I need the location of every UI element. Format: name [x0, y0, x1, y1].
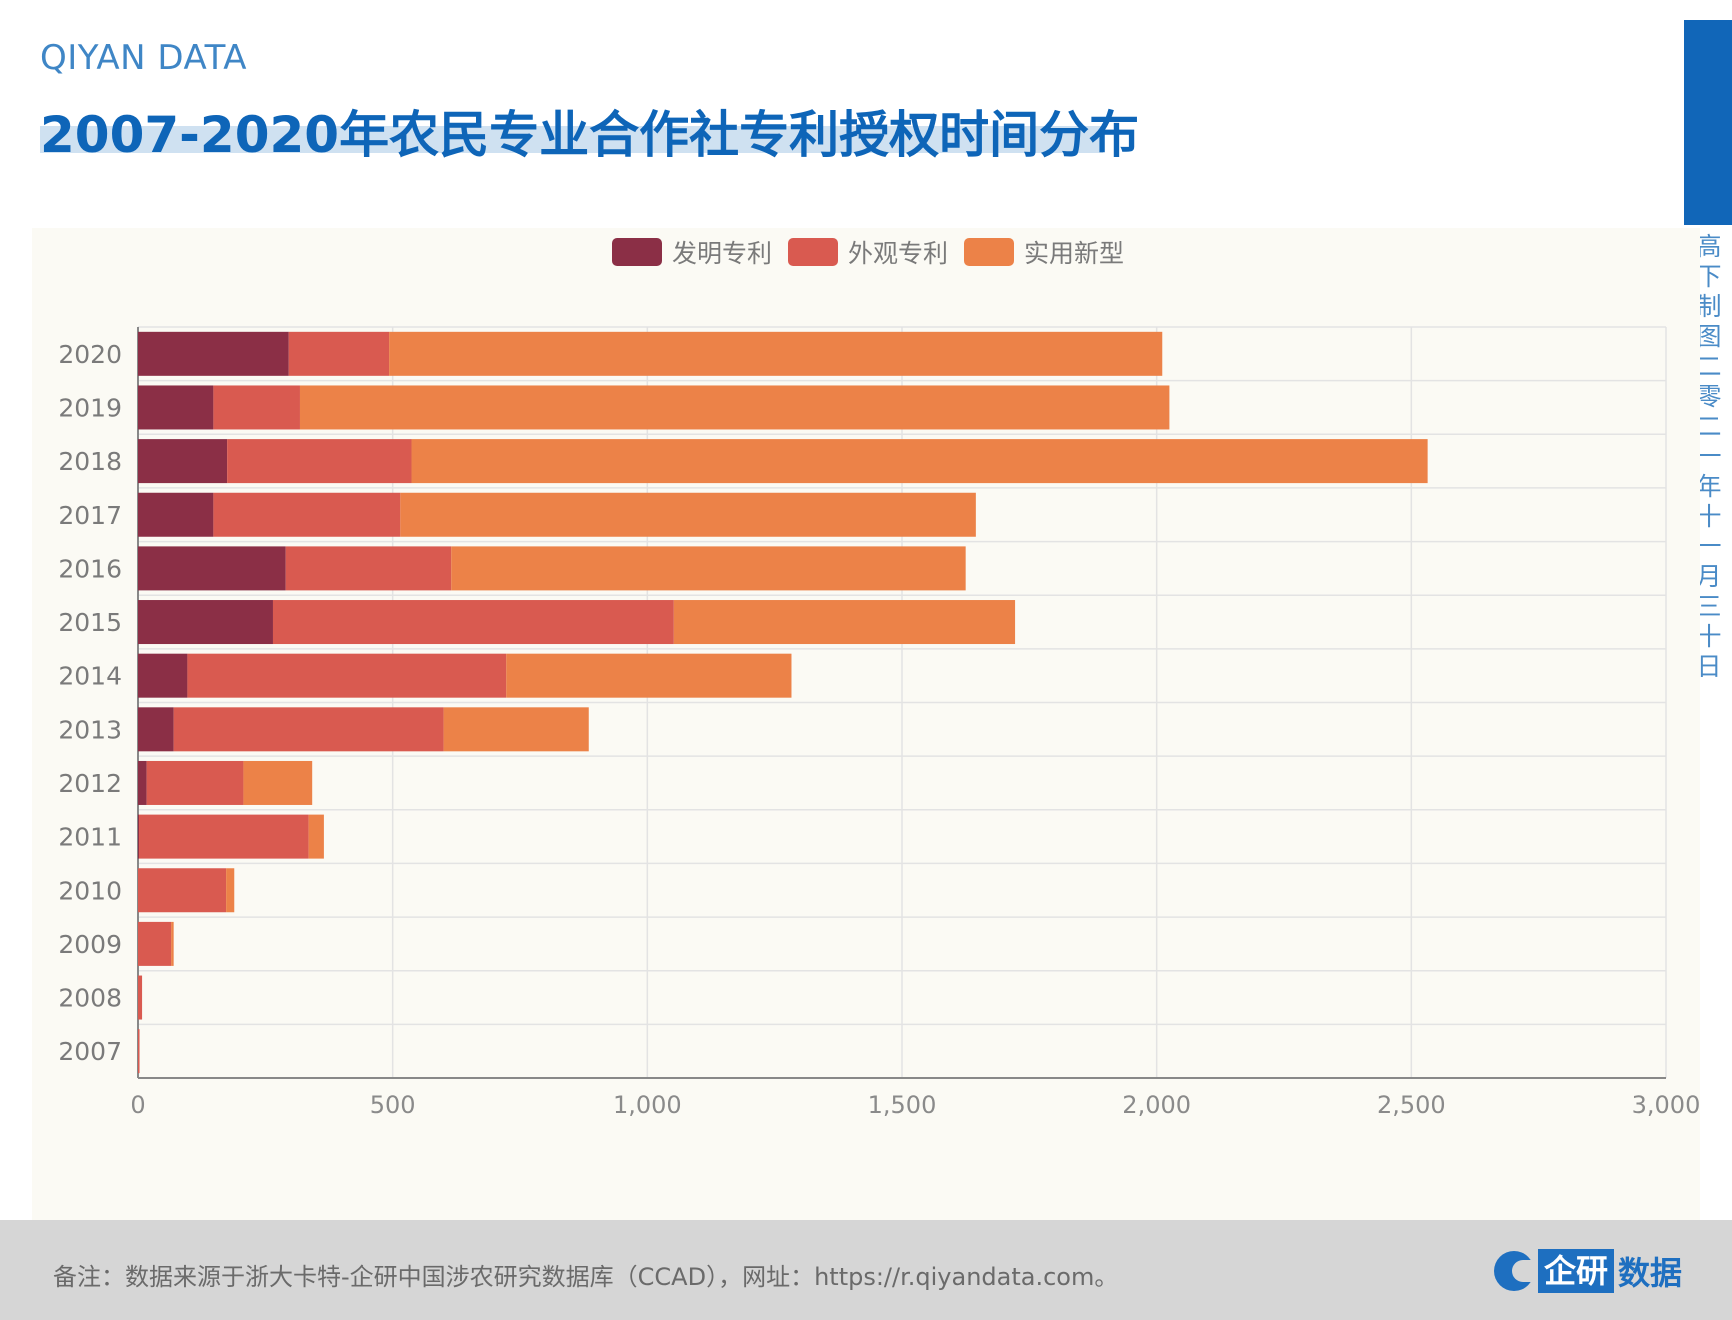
logo-text-box: 企研 — [1538, 1249, 1615, 1293]
bar-segment — [138, 546, 286, 591]
side-credit-text: 高下制图 二零二一年十一月三十日 — [1696, 232, 1722, 681]
bar-segment — [146, 760, 244, 805]
legend-swatch — [964, 238, 1014, 266]
bar-segment — [506, 653, 792, 698]
brand-label: QIYAN DATA — [40, 38, 248, 78]
y-tick-label: 2011 — [58, 823, 122, 852]
bar-segment — [227, 439, 412, 484]
bar-segment — [138, 439, 228, 484]
logo-mark-icon — [1494, 1251, 1534, 1291]
bar-segment — [173, 707, 444, 752]
bar-segment — [138, 653, 188, 698]
bar-segment — [288, 331, 390, 376]
x-tick-label: 0 — [130, 1091, 145, 1119]
y-tick-label: 2007 — [58, 1037, 122, 1066]
bar-segment — [299, 385, 1170, 430]
y-tick-label: 2017 — [58, 501, 122, 530]
bar-segment — [139, 814, 309, 859]
logo-text-rest: 数据 — [1618, 1254, 1683, 1292]
y-tick-label: 2009 — [58, 930, 122, 959]
y-tick-label: 2015 — [58, 608, 122, 637]
legend-item[interactable]: 实用新型 — [964, 236, 1124, 268]
legend-swatch — [788, 238, 838, 266]
bar-segment — [138, 1029, 140, 1074]
y-tick-label: 2020 — [58, 340, 122, 369]
x-tick-label: 500 — [370, 1091, 416, 1119]
bar-segment — [138, 707, 174, 752]
bar-segment — [673, 600, 1016, 645]
x-tick-label: 2,500 — [1377, 1091, 1446, 1119]
y-tick-label: 2012 — [58, 769, 122, 798]
bar-segment — [138, 975, 143, 1020]
bar-segment — [138, 868, 227, 913]
bar-segment — [389, 331, 1163, 376]
bar-segment — [443, 707, 589, 752]
bar-segment — [138, 331, 289, 376]
bar-chart: 0 500 1,000 1,500 2,000 2,500 3,000 2007 2008 200… — [58, 326, 1701, 1119]
bar-segment — [138, 385, 214, 430]
footer-bar — [0, 1220, 1732, 1320]
legend-label: 发明专利 — [672, 239, 773, 268]
legend-label: 实用新型 — [1024, 239, 1125, 268]
x-tick-label: 1,500 — [868, 1091, 937, 1119]
bar-segment — [243, 760, 313, 805]
bar-segment — [400, 492, 976, 537]
bar-segment — [451, 546, 966, 591]
y-tick-label: 2019 — [58, 393, 122, 422]
side-accent-bar — [1684, 20, 1732, 225]
title-highlight — [40, 126, 1103, 153]
qiyan-logo: 企研 数据 — [1494, 1248, 1682, 1294]
bar-segment — [213, 385, 300, 430]
x-tick-label: 2,000 — [1122, 1091, 1191, 1119]
bar-segment — [138, 600, 273, 645]
x-tick-label: 3,000 — [1632, 1091, 1701, 1119]
bar-segment — [138, 760, 147, 805]
legend-item[interactable]: 发明专利 — [612, 236, 772, 268]
bar-segment — [285, 546, 452, 591]
bar-segment — [226, 868, 235, 913]
legend-swatch — [612, 238, 662, 266]
legend-label: 外观专利 — [848, 239, 949, 268]
bar-segment — [213, 492, 401, 537]
y-tick-label: 2016 — [58, 554, 122, 583]
y-tick-label: 2014 — [58, 662, 122, 691]
bar-segment — [187, 653, 507, 698]
y-tick-label: 2010 — [58, 876, 122, 905]
bar-segment — [308, 814, 324, 859]
y-tick-label: 2008 — [58, 984, 122, 1013]
bar-segment — [171, 921, 174, 966]
bar-segment — [411, 439, 1428, 484]
bar-segment — [272, 600, 674, 645]
legend-item[interactable]: 外观专利 — [788, 236, 948, 268]
x-tick-label: 1,000 — [613, 1091, 682, 1119]
footer-source-note: 备注：数据来源于浙大卡特-企研中国涉农研究数据库（CCAD），网址：https:… — [53, 1263, 1119, 1291]
bar-segment — [138, 921, 172, 966]
y-tick-label: 2018 — [58, 447, 122, 476]
bar-segment — [138, 492, 214, 537]
page-title: 2007-2020年农民专业合作社专利授权时间分布 — [40, 106, 1140, 164]
y-tick-label: 2013 — [58, 715, 122, 744]
bar-segment — [138, 814, 140, 859]
